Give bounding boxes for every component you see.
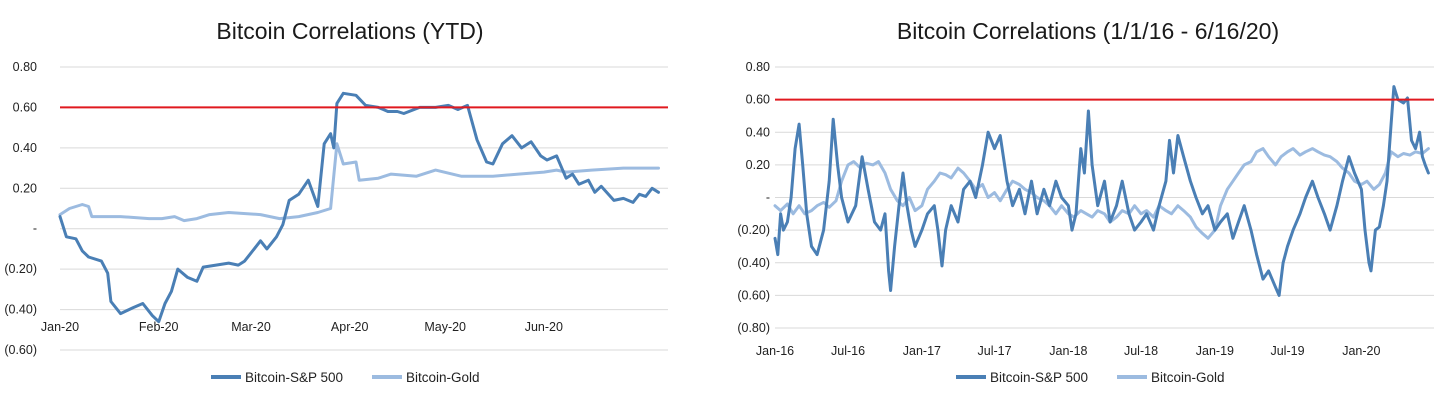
x-tick-label: Feb-20 (139, 320, 179, 334)
series-line-bitcoin-gold (773, 147, 1430, 240)
legend-label: Bitcoin-S&P 500 (990, 370, 1088, 385)
y-tick-label: 0.40 (746, 125, 770, 139)
y-tick-label: (0.20) (4, 262, 37, 276)
x-tick-label: Jan-19 (1196, 344, 1234, 358)
x-tick-label: Apr-20 (331, 320, 369, 334)
y-tick-label: (0.40) (4, 303, 37, 317)
x-tick-label: Jan-18 (1049, 344, 1087, 358)
x-tick-label: Jun-20 (525, 320, 563, 334)
chart-title: Bitcoin Correlations (1/1/16 - 6/16/20) (896, 18, 1280, 44)
legend-label: Bitcoin-Gold (1151, 370, 1225, 385)
x-tick-label: Jan-17 (903, 344, 941, 358)
x-tick-label: May-20 (424, 320, 466, 334)
y-tick-label: 0.60 (13, 100, 37, 114)
x-tick-label: Jul-16 (831, 344, 865, 358)
chart-ytd: Bitcoin Correlations (YTD) 0.80 0.60 0.40 0… (0, 0, 700, 404)
chart-since-2016: Bitcoin Correlations (1/1/16 - 6/16/20) … (720, 0, 1456, 404)
chart-ytd-plot: 0.80 0.60 0.40 0.20 - (0.20) (0.40) (0.60) Jan-2… (4, 60, 668, 385)
series-line-bitcoin-gold (58, 142, 660, 223)
y-tick-label: (0.80) (737, 321, 770, 335)
x-tick-label: Jul-19 (1270, 344, 1304, 358)
series-line-bitcoin-sp500 (58, 91, 660, 324)
legend-label: Bitcoin-Gold (406, 370, 480, 385)
y-tick-label: 0.40 (13, 141, 37, 155)
x-tick-label: Jan-20 (1342, 344, 1380, 358)
y-tick-label: 0.80 (746, 60, 770, 74)
y-tick-label: 0.60 (746, 93, 770, 107)
x-tick-label: Jan-20 (41, 320, 79, 334)
y-tick-label: 0.80 (13, 60, 37, 74)
chart-since-2016-plot: 0.80 0.60 0.40 0.20 - (0.20) (0.40) (0.60) (0.80… (737, 60, 1434, 385)
y-tick-label: - (766, 191, 770, 205)
x-tick-label: Jan-16 (756, 344, 794, 358)
y-tick-label: (0.20) (737, 223, 770, 237)
x-tick-label: Mar-20 (231, 320, 271, 334)
y-tick-label: (0.60) (4, 343, 37, 357)
y-tick-label: 0.20 (746, 158, 770, 172)
x-tick-label: Jul-17 (978, 344, 1012, 358)
y-tick-label: 0.20 (13, 181, 37, 195)
chart-title: Bitcoin Correlations (YTD) (216, 18, 484, 44)
y-tick-label: - (33, 222, 37, 236)
y-tick-label: (0.60) (737, 288, 770, 302)
x-tick-label: Jul-18 (1124, 344, 1158, 358)
legend-label: Bitcoin-S&P 500 (245, 370, 343, 385)
y-tick-label: (0.40) (737, 256, 770, 270)
series-line-bitcoin-sp500 (773, 85, 1430, 297)
